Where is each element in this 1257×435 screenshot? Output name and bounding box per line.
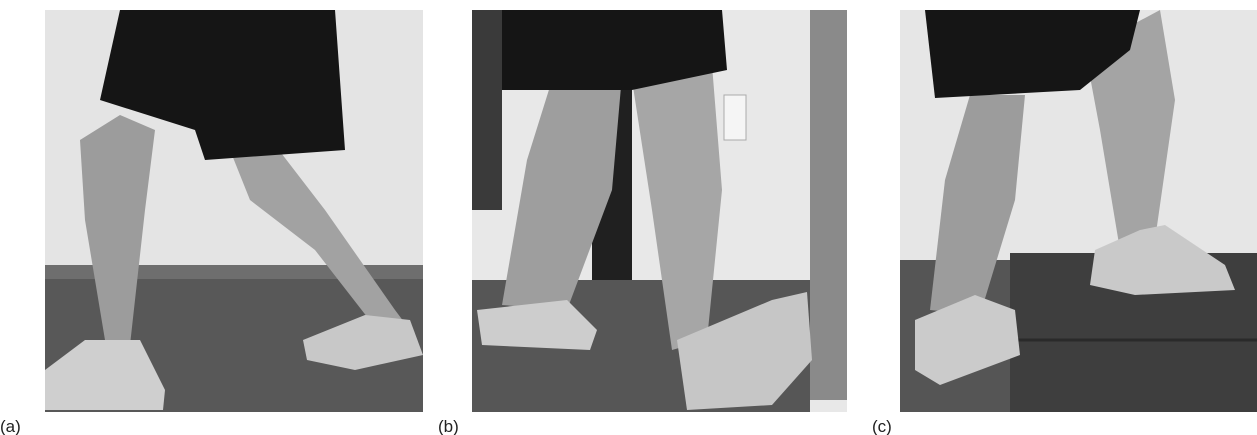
shorts — [100, 10, 345, 160]
door-frame — [472, 10, 502, 210]
shoe — [677, 292, 812, 410]
photo-b — [472, 10, 847, 412]
photo-a — [45, 10, 423, 412]
shorts — [502, 10, 727, 90]
shoe — [477, 300, 597, 350]
shoe — [1090, 225, 1235, 295]
leg — [930, 95, 1025, 315]
panel-label: (b) — [438, 417, 459, 435]
shoe — [915, 295, 1020, 385]
shoe — [303, 315, 423, 370]
leg — [230, 145, 410, 340]
outlet — [723, 94, 747, 141]
leg — [1085, 10, 1175, 250]
leg — [80, 115, 155, 345]
baseboard — [45, 265, 423, 279]
leg — [502, 75, 622, 310]
door-jamb — [810, 10, 847, 400]
shoe — [45, 340, 165, 410]
shorts — [925, 10, 1140, 98]
panel-label: (c) — [872, 417, 892, 435]
panel-label: (a) — [0, 417, 21, 435]
photo-c — [900, 10, 1257, 412]
leg — [632, 65, 722, 350]
